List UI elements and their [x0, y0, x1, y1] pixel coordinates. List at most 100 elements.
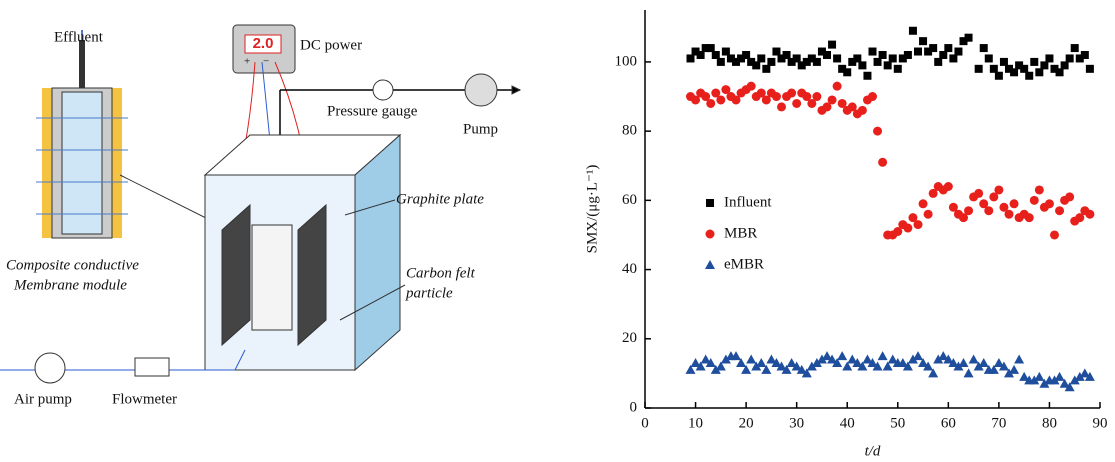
marker [827, 354, 838, 364]
marker [711, 50, 720, 59]
marker [1014, 354, 1025, 364]
marker [701, 92, 711, 102]
marker [691, 47, 700, 56]
marker [792, 98, 802, 108]
label: Pressure gauge [327, 103, 418, 119]
graphite-plate [297, 203, 327, 347]
marker [1054, 371, 1065, 381]
marker [974, 64, 983, 73]
marker [934, 57, 943, 66]
marker [706, 98, 716, 108]
marker [918, 358, 929, 368]
marker [964, 33, 973, 42]
marker [1040, 61, 1049, 70]
marker [929, 44, 938, 53]
legend-label: eMBR [724, 256, 764, 272]
marker [1055, 206, 1065, 216]
marker [736, 358, 747, 368]
marker [776, 361, 787, 371]
marker [958, 358, 969, 368]
marker [751, 361, 762, 371]
marker [988, 364, 999, 374]
marker [777, 54, 786, 63]
x-tick-label: 60 [941, 415, 956, 431]
marker [690, 358, 701, 368]
marker [812, 92, 822, 102]
marker [857, 361, 868, 371]
marker [1085, 209, 1095, 219]
marker [1075, 213, 1085, 223]
marker [752, 61, 761, 70]
marker [863, 71, 872, 80]
label: Flowmeter [112, 391, 177, 407]
diagram [0, 24, 522, 384]
marker [923, 209, 933, 219]
marker [907, 354, 918, 364]
label: Air pump [14, 391, 72, 407]
x-tick-label: 50 [890, 415, 905, 431]
marker [1020, 64, 1029, 73]
marker [720, 354, 731, 364]
arrow [511, 85, 522, 95]
marker [847, 102, 857, 112]
marker [1085, 64, 1094, 73]
marker [811, 358, 822, 368]
marker [1065, 192, 1075, 202]
power-display [244, 34, 282, 54]
marker [1010, 68, 1019, 77]
x-tick-label: 20 [739, 415, 754, 431]
marker [842, 361, 853, 371]
marker [1034, 185, 1044, 195]
marker [802, 57, 811, 66]
y-tick-label: 60 [622, 192, 637, 208]
marker [913, 220, 923, 230]
marker [837, 351, 848, 361]
marker [781, 364, 792, 374]
marker [726, 54, 735, 63]
marker [807, 54, 816, 63]
x-tick-label: 90 [1093, 415, 1108, 431]
air-line [0, 349, 246, 371]
marker [756, 358, 767, 368]
marker [893, 64, 902, 73]
marker [817, 47, 826, 56]
marker [762, 64, 771, 73]
marker [978, 358, 989, 368]
gauge [372, 79, 394, 101]
marker [716, 95, 726, 105]
marker [746, 354, 757, 364]
marker [685, 364, 696, 374]
marker [847, 354, 858, 364]
marker [737, 54, 746, 63]
marker [964, 206, 974, 216]
marker [963, 368, 974, 378]
marker [944, 44, 953, 53]
marker [732, 57, 740, 66]
x-tick-label: 0 [641, 415, 649, 431]
marker [993, 358, 1004, 368]
marker [731, 351, 741, 361]
marker [913, 351, 923, 361]
marker [787, 88, 797, 98]
marker [796, 364, 807, 374]
marker [771, 358, 782, 368]
marker [771, 92, 781, 102]
label: Pump [463, 121, 498, 137]
marker [903, 50, 912, 59]
marker [1025, 71, 1034, 80]
marker [968, 354, 979, 364]
marker [858, 61, 867, 70]
marker [998, 361, 1009, 371]
marker [797, 61, 806, 70]
marker [746, 81, 756, 91]
x-tick-label: 80 [1042, 415, 1057, 431]
marker [882, 361, 893, 371]
marker [1035, 68, 1044, 77]
marker [767, 57, 776, 66]
marker [710, 364, 721, 374]
marker [691, 95, 701, 105]
marker [1004, 368, 1014, 378]
marker [867, 358, 878, 368]
marker [822, 351, 832, 361]
flowmeter-icon [134, 357, 170, 377]
